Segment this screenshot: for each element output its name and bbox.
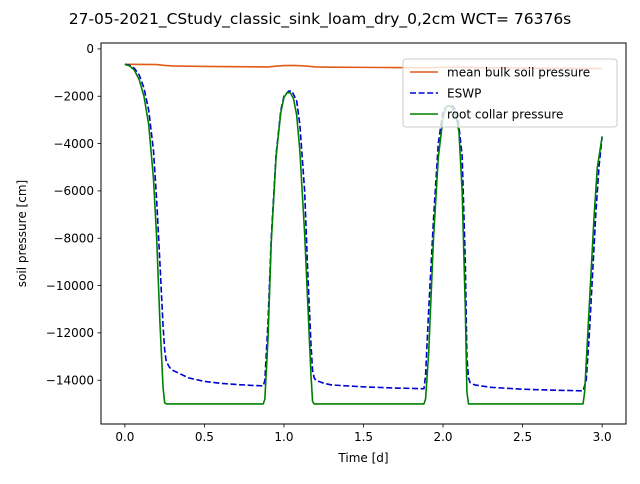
x-tick-label: 0.0 — [115, 430, 134, 444]
legend-label-2: ESWP — [447, 86, 481, 100]
y-tick-label: 0 — [86, 42, 94, 56]
legend-box — [402, 58, 618, 128]
x-tick-label: 0.5 — [195, 430, 214, 444]
legend-items: mean bulk soil pressure ESWP root collar p… — [410, 65, 590, 121]
y-tick-label: −6000 — [53, 184, 94, 198]
y-tick-label: −4000 — [53, 137, 94, 151]
x-tick-label: 2.0 — [433, 430, 452, 444]
y-tick-label: −14000 — [46, 374, 94, 388]
y-tick-label: −12000 — [46, 326, 94, 340]
legend-label-1: mean bulk soil pressure — [447, 65, 590, 79]
y-tick-label: −2000 — [53, 90, 94, 104]
y-tick-label: −10000 — [46, 279, 94, 293]
y-axis: 0 −2000 −4000 −6000 −8000 −10000 −12000 −14000 — [46, 42, 101, 388]
legend: mean bulk soil pressure ESWP root collar p… — [402, 58, 618, 128]
legend-label-3: root collar pressure — [447, 107, 563, 121]
x-tick-label: 1.0 — [274, 430, 293, 444]
x-tick-label: 1.5 — [354, 430, 373, 444]
y-tick-label: −8000 — [53, 232, 94, 246]
series-line-3 — [124, 63, 603, 405]
y-axis-label: soil pressure [cm] — [15, 180, 29, 287]
x-axis-label: Time [d] — [337, 451, 388, 465]
x-tick-label: 3.0 — [593, 430, 612, 444]
x-tick-label: 2.5 — [513, 430, 532, 444]
chart-title: 27-05-2021_CStudy_classic_sink_loam_dry_… — [69, 10, 572, 29]
series-line-2 — [124, 63, 603, 392]
x-axis: 0.0 0.5 1.0 1.5 2.0 2.5 3.0 — [115, 424, 612, 444]
